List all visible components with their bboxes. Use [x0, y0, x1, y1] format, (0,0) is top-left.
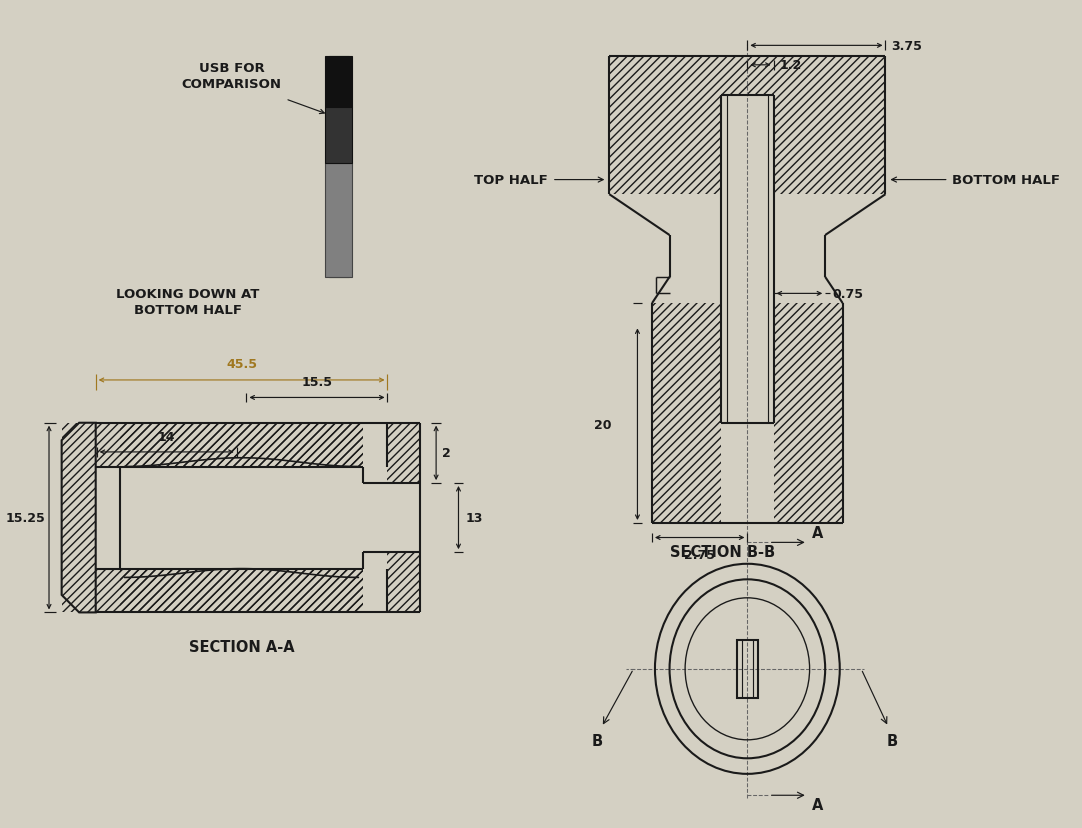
- Bar: [62, 423, 95, 613]
- Text: 45.5: 45.5: [226, 358, 258, 371]
- Text: USB FOR
COMPARISON: USB FOR COMPARISON: [182, 62, 282, 91]
- Text: 0.75: 0.75: [832, 287, 863, 301]
- Text: 15.5: 15.5: [302, 375, 332, 388]
- Bar: [774, 304, 843, 523]
- Bar: [387, 552, 420, 613]
- Bar: [609, 57, 721, 195]
- Text: 20: 20: [594, 418, 611, 431]
- Text: 13: 13: [465, 512, 483, 524]
- Text: TOP HALF: TOP HALF: [474, 174, 547, 187]
- Bar: [737, 640, 758, 698]
- Text: SECTION A-A: SECTION A-A: [188, 639, 294, 654]
- Bar: [721, 57, 774, 96]
- Text: 2.75: 2.75: [684, 548, 715, 561]
- Text: B: B: [887, 733, 898, 749]
- Text: A: A: [812, 797, 823, 812]
- Text: 1.2: 1.2: [779, 60, 802, 72]
- Bar: [326, 164, 353, 277]
- Text: 2: 2: [441, 447, 451, 460]
- Bar: [326, 57, 353, 108]
- Text: BOTTOM HALF: BOTTOM HALF: [951, 174, 1059, 187]
- Bar: [95, 569, 364, 613]
- Bar: [329, 57, 348, 277]
- Bar: [120, 423, 364, 467]
- Text: 3.75: 3.75: [892, 40, 922, 53]
- Text: SECTION B-B: SECTION B-B: [671, 544, 776, 559]
- Bar: [774, 57, 885, 195]
- Bar: [326, 108, 353, 164]
- Bar: [387, 423, 420, 484]
- Text: A: A: [812, 526, 823, 541]
- Text: B: B: [592, 733, 603, 749]
- Bar: [652, 304, 721, 523]
- Bar: [120, 569, 364, 613]
- Bar: [95, 423, 364, 467]
- Text: LOOKING DOWN AT
BOTTOM HALF: LOOKING DOWN AT BOTTOM HALF: [117, 287, 260, 316]
- Text: 14: 14: [158, 431, 175, 444]
- Text: 15.25: 15.25: [5, 512, 45, 524]
